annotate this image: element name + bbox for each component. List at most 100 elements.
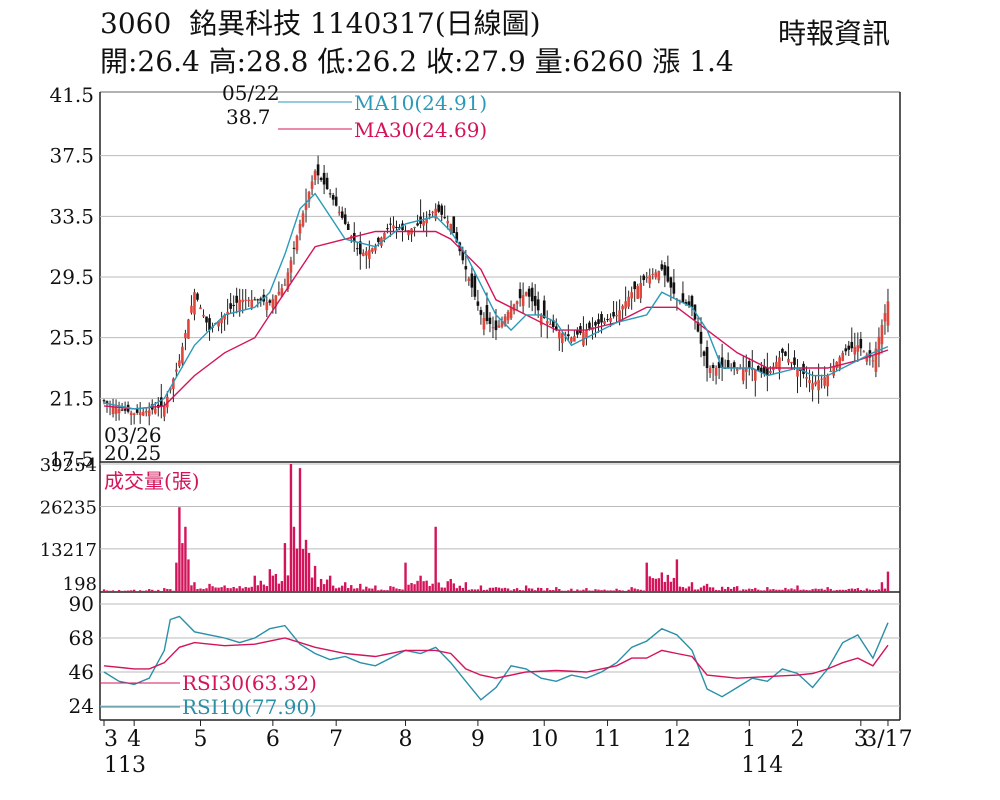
candle-body <box>684 302 688 305</box>
volume-bar <box>787 589 790 592</box>
candle-body <box>814 381 817 385</box>
volume-bar <box>886 571 890 592</box>
volume-bar <box>114 591 118 592</box>
chart-date-title: 1140317(日線圖) <box>310 7 541 40</box>
candle-body <box>551 320 555 328</box>
high-date-label: 05/22 <box>222 81 280 105</box>
candle-body <box>304 202 308 210</box>
candle-body <box>187 319 190 339</box>
candle-body <box>352 232 356 243</box>
volume-bar <box>190 585 193 592</box>
candle-body <box>847 345 851 350</box>
candle-body <box>114 407 118 414</box>
candle-body <box>407 229 410 236</box>
stock-code: 3060 <box>100 7 172 40</box>
volume-bar <box>766 587 769 592</box>
rsi-tick-label: 46 <box>69 660 94 684</box>
volume-bar <box>386 590 389 592</box>
candle-body <box>823 377 826 386</box>
volume-bar <box>823 589 826 592</box>
volume-bar <box>627 589 630 592</box>
volume-bar <box>166 588 169 592</box>
candle-body <box>175 369 178 372</box>
price-tick-label: 17.5 <box>49 447 94 471</box>
candle-body <box>138 412 142 416</box>
candle-body <box>108 404 112 406</box>
candle-body <box>334 196 338 206</box>
volume-bar <box>217 587 220 592</box>
volume-bar <box>564 590 567 592</box>
volume-bar <box>132 589 136 592</box>
volume-tick-label: 26235 <box>40 497 97 518</box>
volume-bar <box>702 585 706 592</box>
volume-bar <box>479 585 483 592</box>
volume-bar <box>250 586 253 592</box>
volume-bar <box>392 586 395 592</box>
volume-bar <box>151 589 154 592</box>
volume-bar <box>609 590 612 592</box>
candle-body <box>850 341 854 349</box>
volume-bar <box>754 587 757 592</box>
candle-body <box>295 236 299 251</box>
candle-body <box>437 204 440 212</box>
candle-body <box>651 273 655 275</box>
low-value-label: 20.25 <box>104 441 161 465</box>
volume-bar <box>518 589 522 592</box>
volume-bar <box>138 590 142 592</box>
candle-body <box>681 293 685 303</box>
candle-body <box>886 301 890 326</box>
volume-bar <box>536 587 540 592</box>
x-month-label: 8 <box>399 727 413 752</box>
volume-bar <box>259 580 262 592</box>
volume-bar <box>633 588 636 592</box>
volume-bar <box>558 588 561 592</box>
volume-bar <box>102 589 106 592</box>
candle-body <box>838 357 842 369</box>
candle-body <box>630 292 633 299</box>
volume-bar <box>690 582 694 592</box>
candle-body <box>753 369 757 381</box>
volume-bar <box>247 587 250 592</box>
volume-bar <box>621 590 624 592</box>
candle-body <box>533 295 537 306</box>
volume-bar <box>850 588 853 592</box>
x-month-label: 10 <box>530 727 558 752</box>
candle-body <box>654 272 658 278</box>
volume-bar <box>871 589 875 592</box>
volume-bar <box>202 588 205 592</box>
candle-body <box>220 317 223 324</box>
candle-body <box>805 377 808 379</box>
candle-body <box>313 170 317 181</box>
candle-body <box>470 273 474 288</box>
volume-bar <box>835 590 838 592</box>
volume-bar <box>160 591 163 592</box>
candle-body <box>877 336 881 356</box>
volume-bar <box>757 589 760 592</box>
candle-body <box>808 380 811 383</box>
volume-bar <box>859 589 863 592</box>
volume-bar <box>322 584 326 592</box>
price-tick-label: 33.5 <box>49 204 94 228</box>
volume-bar <box>223 585 226 592</box>
x-month-label: 6 <box>266 727 280 752</box>
candle-body <box>536 299 540 311</box>
rsi-tick-label: 90 <box>69 592 94 616</box>
candle-body <box>491 327 495 329</box>
volume-bar <box>262 584 266 592</box>
candle-body <box>232 304 235 306</box>
volume-bar <box>374 585 377 592</box>
volume-bar <box>181 543 184 592</box>
volume-bar <box>555 587 558 592</box>
candle-body <box>301 213 305 227</box>
volume-bar <box>684 588 688 592</box>
volume-bar <box>615 588 618 592</box>
x-year-label: 114 <box>741 753 783 778</box>
volume-bar <box>736 586 739 592</box>
candle-body <box>425 217 428 224</box>
candle-body <box>778 357 781 371</box>
volume-bar <box>353 588 356 592</box>
x-month-label: 1 <box>742 727 756 752</box>
volume-bar <box>717 590 721 592</box>
volume-bar <box>802 589 805 592</box>
rsi-tick-label: 68 <box>69 626 94 650</box>
